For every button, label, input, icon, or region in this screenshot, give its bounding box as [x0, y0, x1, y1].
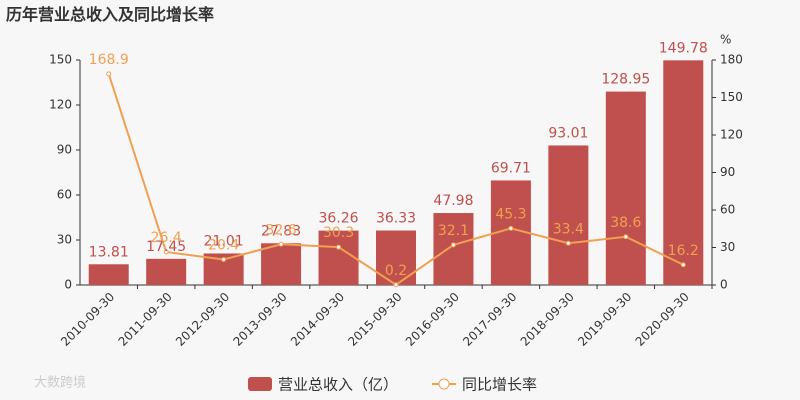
- y-tick-label: 0: [64, 278, 72, 292]
- bar-value-label: 17.45: [146, 239, 186, 255]
- bar: [88, 264, 129, 285]
- growth-point: [106, 71, 112, 77]
- y-tick-label: 150: [49, 53, 72, 67]
- y2-tick-label: 90: [720, 165, 735, 179]
- growth-point: [278, 241, 284, 247]
- x-tick-label: 2011-09-30: [116, 290, 175, 349]
- x-tick-label: 2015-09-30: [345, 290, 404, 349]
- x-tick-label: 2019-09-30: [575, 290, 634, 349]
- bar: [663, 60, 704, 285]
- bar: [605, 91, 646, 285]
- legend-label: 营业总收入（亿）: [278, 376, 398, 394]
- line-value-label: 26.4: [151, 230, 182, 246]
- bar: [548, 145, 589, 285]
- line-value-label: 0.2: [385, 263, 407, 279]
- bar-value-label: 27.83: [261, 223, 301, 239]
- bar-value-label: 128.95: [601, 72, 650, 88]
- line-value-label: 32.6: [266, 222, 297, 238]
- line-value-label: 16.2: [668, 243, 699, 259]
- y2-tick-label: 60: [720, 203, 735, 217]
- legend-swatch: [248, 377, 272, 391]
- bar-value-label: 36.33: [376, 211, 416, 227]
- growth-point: [450, 242, 456, 248]
- bar: [318, 230, 359, 285]
- watermark: 大数跨境: [34, 376, 86, 391]
- x-tick-label: 2016-09-30: [403, 290, 462, 349]
- bar-value-label: 149.78: [659, 40, 708, 56]
- bar-value-label: 21.01: [204, 233, 244, 249]
- line-value-label: 38.6: [610, 215, 641, 231]
- line-value-label: 32.1: [438, 223, 469, 239]
- growth-point: [508, 225, 514, 231]
- growth-point: [680, 262, 686, 268]
- x-tick-label: 2014-09-30: [288, 290, 347, 349]
- growth-point: [336, 244, 342, 250]
- x-tick-label: 2017-09-30: [460, 290, 519, 349]
- growth-point: [623, 234, 629, 240]
- y2-axis-label: %: [720, 33, 731, 47]
- bar: [261, 243, 302, 285]
- bar-value-label: 69.71: [491, 160, 531, 176]
- chart-title: 历年营业总收入及同比增长率: [6, 5, 214, 24]
- y2-tick-label: 120: [720, 128, 743, 142]
- line-value-label: 20.4: [208, 238, 239, 254]
- bar: [146, 258, 187, 285]
- bar: [433, 213, 474, 285]
- x-tick-label: 2013-09-30: [230, 290, 289, 349]
- y2-tick-label: 30: [720, 240, 735, 254]
- growth-point: [393, 282, 399, 288]
- y-tick-label: 120: [49, 98, 72, 112]
- x-tick-label: 2010-09-30: [58, 290, 117, 349]
- bar-value-label: 93.01: [548, 125, 588, 141]
- growth-point: [163, 249, 169, 255]
- legend-swatch: [438, 378, 450, 390]
- line-value-label: 168.9: [89, 52, 129, 68]
- y2-tick-label: 180: [720, 53, 743, 67]
- x-tick-label: 2012-09-30: [173, 290, 232, 349]
- x-tick-label: 2018-09-30: [518, 290, 577, 349]
- y-tick-label: 60: [57, 188, 72, 202]
- bar-value-label: 47.98: [433, 193, 473, 209]
- growth-point: [221, 257, 227, 262]
- line-value-label: 30.3: [323, 225, 354, 241]
- y-tick-label: 30: [57, 233, 72, 247]
- x-tick-label: 2020-09-30: [633, 290, 692, 349]
- line-value-label: 33.4: [553, 221, 584, 237]
- line-value-label: 45.3: [495, 206, 526, 222]
- y-tick-label: 90: [57, 143, 72, 157]
- bar-value-label: 13.81: [89, 244, 129, 260]
- growth-point: [565, 240, 571, 246]
- bar-value-label: 36.26: [318, 211, 358, 227]
- y2-tick-label: 0: [720, 278, 728, 292]
- legend-label: 同比增长率: [462, 376, 537, 394]
- y2-tick-label: 150: [720, 90, 743, 104]
